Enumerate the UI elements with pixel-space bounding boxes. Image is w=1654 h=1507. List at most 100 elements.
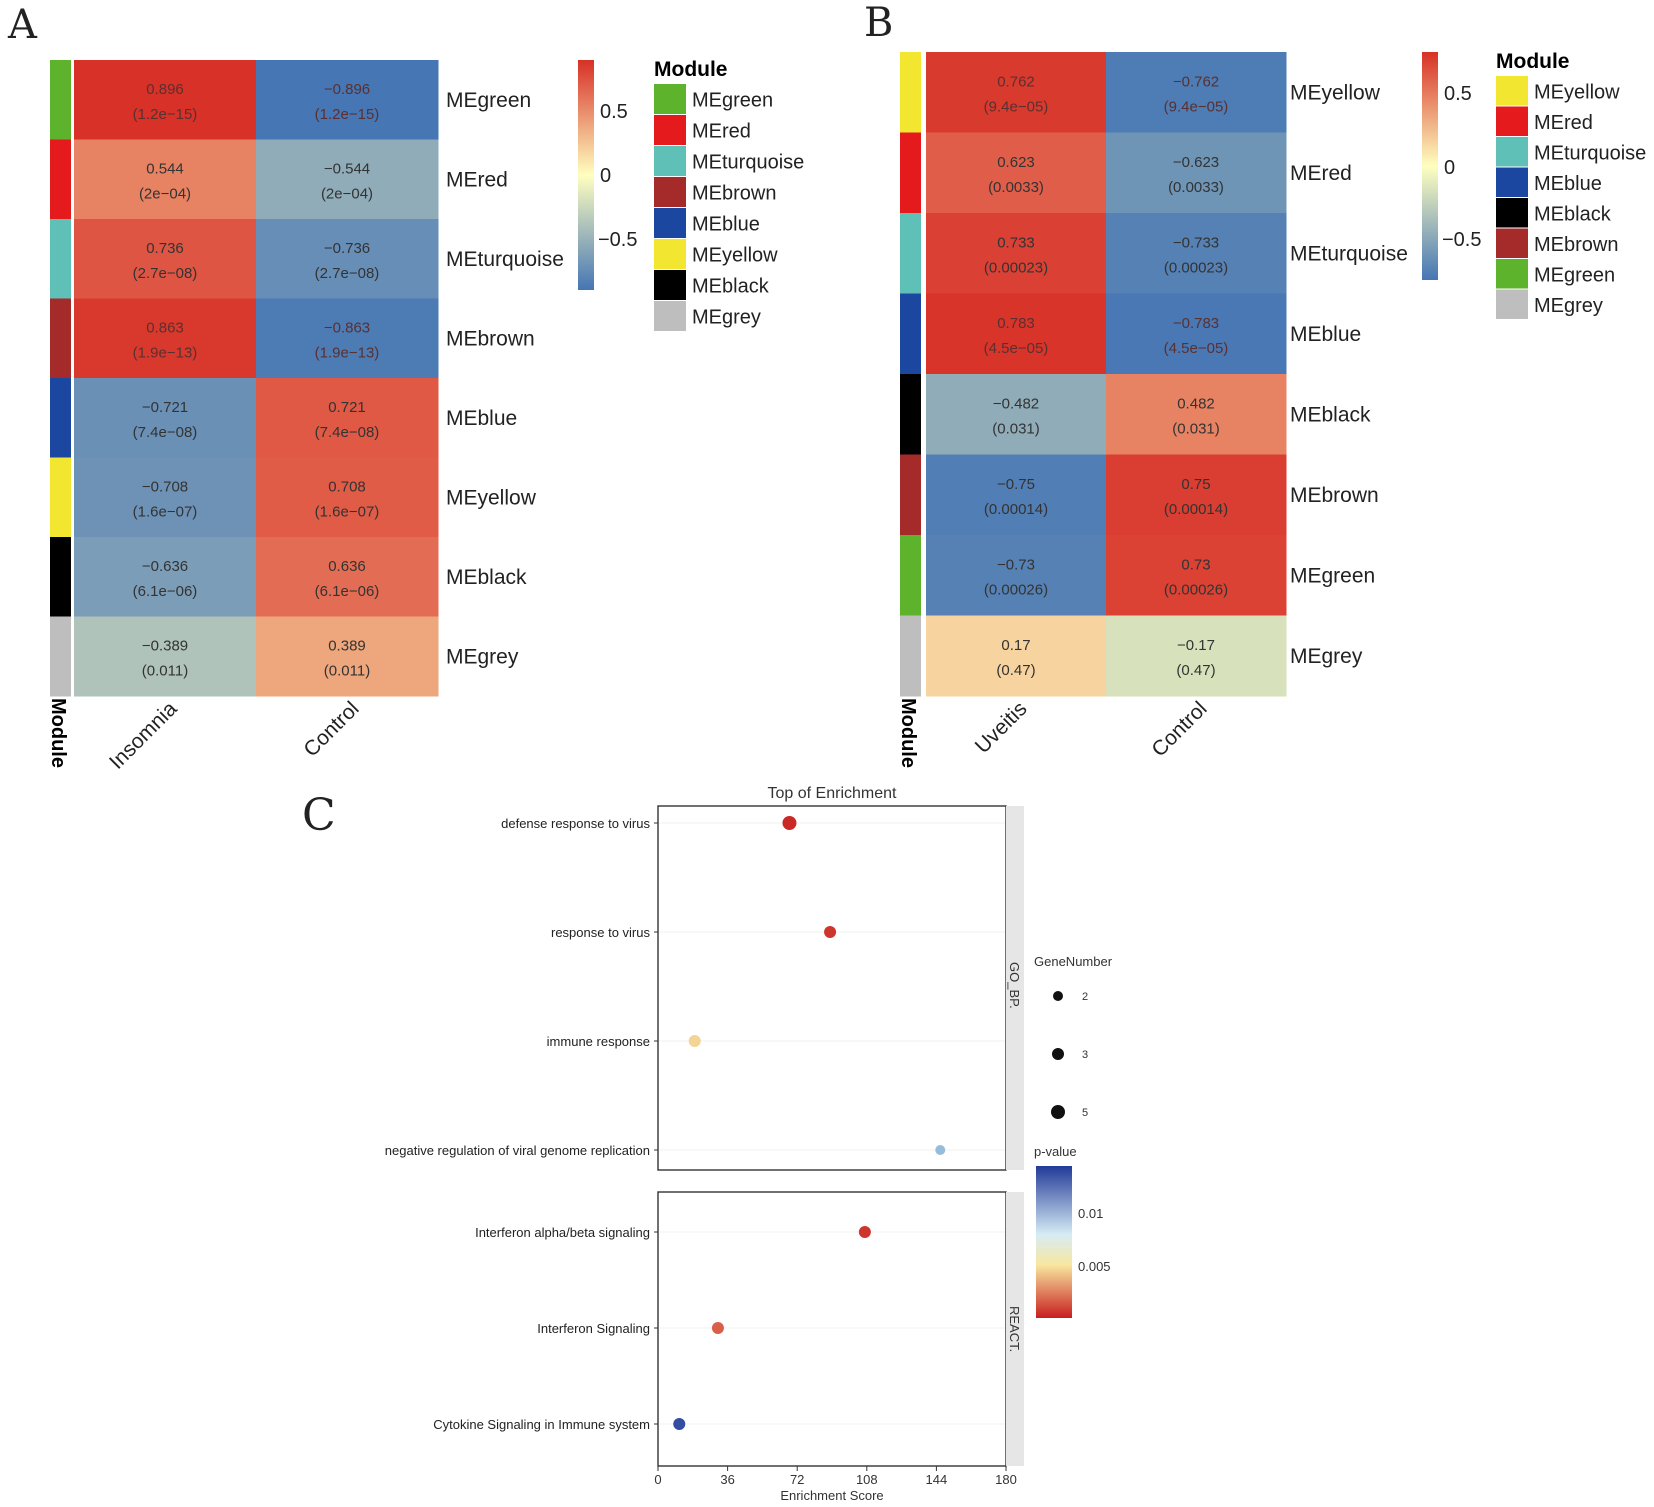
heatmap-cell	[74, 298, 257, 379]
cell-pvalue-label: (0.0033)	[988, 179, 1044, 196]
cell-value-label: −0.708	[142, 478, 188, 495]
term-label: Interferon Signaling	[537, 1321, 650, 1336]
x-tick-label: 144	[926, 1472, 948, 1487]
gene-number-legend-label: 2	[1082, 991, 1088, 1003]
panel-letter-a: A	[7, 2, 38, 48]
cell-value-label: 0.896	[146, 81, 184, 98]
enrichment-title: Top of Enrichment	[768, 785, 898, 802]
module-strip-meturquoise	[50, 219, 71, 299]
module-strip-mebrown	[900, 454, 921, 536]
cell-value-label: 0.863	[146, 319, 184, 336]
legend-label-mebrown: MEbrown	[692, 183, 776, 205]
legend-label-meblue: MEblue	[692, 214, 760, 236]
legend-swatch-meblue	[654, 208, 686, 238]
row-label-meblue: MEblue	[446, 407, 517, 430]
cell-value-label: −0.544	[324, 160, 370, 177]
heatmap-cell	[1106, 374, 1287, 455]
heatmap-b: 0.762 (9.4e−05) −0.762 (9.4e−05) MEyellow 0.6…	[900, 52, 1408, 697]
cell-pvalue-label: (0.0033)	[1168, 179, 1224, 196]
module-strip-meblue	[50, 378, 71, 458]
heatmap-cell	[926, 374, 1107, 455]
legend-label-meblack: MEblack	[1534, 203, 1612, 225]
heatmap-cell	[1106, 535, 1287, 616]
colorbar-b-tick-high: 0.5	[1444, 83, 1472, 105]
colorbar-a-tick-high: 0.5	[600, 101, 628, 123]
cell-value-label: −0.896	[324, 81, 370, 98]
enrichment-point	[673, 1418, 686, 1430]
legend-label-meyellow: MEyellow	[692, 245, 778, 267]
cell-value-label: 0.733	[997, 234, 1035, 251]
cell-value-label: −0.623	[1173, 154, 1219, 171]
legend-swatch-megreen	[654, 84, 686, 114]
heatmap-cell	[1106, 615, 1287, 697]
row-label-mered: MEred	[1290, 162, 1352, 185]
heatmap-cell	[256, 139, 439, 220]
heatmap-cell	[1106, 454, 1287, 536]
enrichment-point	[688, 1035, 701, 1047]
legend-a: Module MEgreen MEred MEturquoise MEbrown MEb…	[654, 58, 804, 331]
heatmap-cell	[926, 132, 1107, 214]
legend-label-meturquoise: MEturquoise	[692, 152, 804, 174]
cell-value-label: −0.863	[324, 319, 370, 336]
legend-swatch-mebrown	[1496, 228, 1528, 258]
module-strip-meturquoise	[900, 213, 921, 294]
cell-value-label: 0.721	[328, 399, 366, 416]
cell-value-label: −0.73	[997, 556, 1035, 573]
enrichment-point	[711, 1322, 724, 1334]
row-label-meyellow: MEyellow	[1290, 81, 1381, 104]
legend-label-mebrown: MEbrown	[1534, 234, 1618, 256]
cell-pvalue-label: (2e−04)	[139, 185, 191, 202]
module-strip-megrey	[900, 615, 921, 697]
heatmap-a-colorbar: 0.5 0 −0.5	[578, 60, 637, 290]
cell-value-label: −0.636	[142, 558, 188, 575]
heatmap-cell	[926, 535, 1107, 616]
cell-value-label: −0.783	[1173, 315, 1219, 332]
legend-b-title: Module	[1496, 50, 1570, 73]
heatmap-cell	[256, 378, 439, 458]
pvalue-colorbar	[1036, 1166, 1072, 1318]
legend-label-mered: MEred	[1534, 112, 1593, 134]
cell-value-label: −0.721	[142, 399, 188, 416]
heatmap-a-col-label-1: Insomnia	[105, 697, 182, 774]
heatmap-cell	[926, 52, 1107, 133]
cell-value-label: −0.17	[1177, 637, 1215, 654]
legend-swatch-mebrown	[654, 177, 686, 207]
cell-value-label: 0.736	[146, 240, 184, 257]
panel-letter-c: C	[302, 790, 336, 841]
legend-label-meblack: MEblack	[692, 276, 770, 298]
cell-pvalue-label: (0.47)	[1176, 662, 1215, 679]
cell-value-label: 0.482	[1177, 395, 1215, 412]
legend-label-megrey: MEgrey	[692, 307, 761, 329]
row-label-megrey: MEgrey	[1290, 645, 1363, 668]
heatmap-cell	[256, 298, 439, 379]
facet-strip-label-go-bp: GO_BP.	[1007, 962, 1022, 1009]
cell-value-label: 0.623	[997, 154, 1035, 171]
gene-number-legend: GeneNumber 2 3 5	[1034, 954, 1113, 1119]
heatmap-cell	[1106, 293, 1287, 375]
x-tick-label: 108	[856, 1472, 878, 1487]
module-strip-meyellow	[50, 457, 71, 538]
cell-value-label: −0.389	[142, 637, 188, 654]
enrichment-points: defense response to virus response to vir…	[385, 816, 1005, 1432]
cell-pvalue-label: (0.00026)	[1164, 581, 1228, 598]
row-label-mered: MEred	[446, 168, 508, 191]
term-label: Interferon alpha/beta signaling	[475, 1225, 650, 1240]
cell-pvalue-label: (0.00014)	[984, 501, 1048, 518]
row-label-mebrown: MEbrown	[1290, 484, 1379, 507]
pvalue-tick-label-2: 0.005	[1078, 1259, 1111, 1274]
gene-number-legend-title: GeneNumber	[1034, 954, 1113, 969]
legend-label-meyellow: MEyellow	[1534, 81, 1620, 103]
cell-pvalue-label: (2e−04)	[321, 185, 373, 202]
row-label-megreen: MEgreen	[446, 89, 531, 112]
heatmap-b-col-label-2: Control	[1147, 697, 1211, 761]
row-label-meblue: MEblue	[1290, 323, 1361, 346]
cell-pvalue-label: (9.4e−05)	[1164, 98, 1229, 115]
cell-pvalue-label: (9.4e−05)	[984, 98, 1049, 115]
gene-number-legend-dot	[1053, 991, 1063, 1001]
cell-pvalue-label: (1.9e−13)	[133, 344, 198, 361]
row-label-megrey: MEgrey	[446, 645, 519, 668]
colorbar-b-gradient	[1422, 52, 1438, 280]
colorbar-a-gradient	[578, 60, 594, 290]
module-strip-meyellow	[900, 52, 921, 133]
